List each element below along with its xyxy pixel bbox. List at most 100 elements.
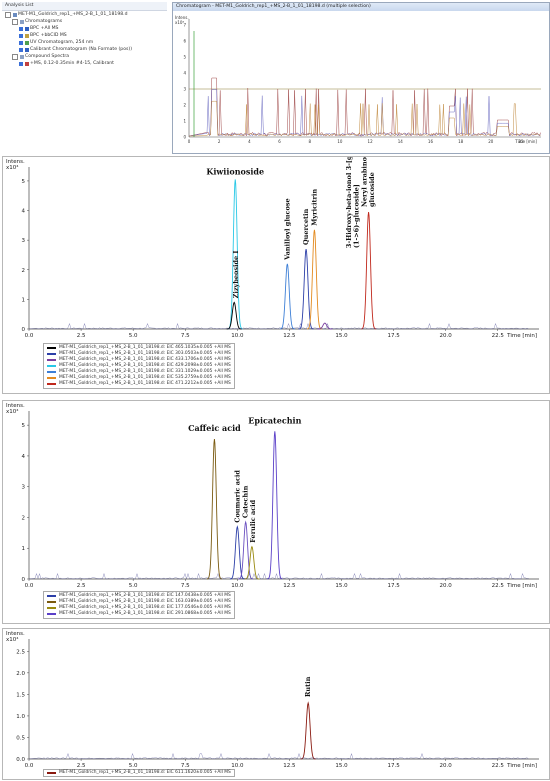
x-tick-label: 0.0 — [25, 763, 34, 769]
legend-entry: MET-M1_Goldrich_rep1_+MS_2-B_1_01_18198.… — [47, 351, 231, 357]
legend-text: MET-M1_Goldrich_rep1_+MS_2-B_1_01_18198.… — [59, 357, 231, 362]
x-tick-label: 10.0 — [231, 583, 244, 589]
legend-swatch — [47, 613, 56, 615]
expand-icon[interactable] — [12, 18, 18, 25]
peak-label: Epicatechin — [248, 415, 301, 425]
x-tick-label: 2.5 — [77, 333, 86, 339]
folder-icon — [19, 54, 24, 59]
x-tick-label: 16 — [428, 139, 434, 144]
y-axis-exponent: x10⁴ — [6, 164, 19, 171]
x-tick-label: 18 — [458, 139, 464, 144]
peak-3 — [298, 248, 314, 330]
y-axis-label: Intens. — [6, 159, 25, 165]
legend-entry: MET-M1_Goldrich_rep1_+MS_2-B_1_01_18198.… — [47, 599, 231, 605]
window-title: Chromatogram - MET-M1_Goldrich_rep1_+MS_… — [173, 3, 549, 11]
peak-label: 3-Hidroxy-beta-ionol 3-[glucosyl-(1->6)-… — [345, 157, 361, 248]
y-tick-label: 0 — [183, 134, 186, 139]
x-tick-label: 10.0 — [231, 763, 244, 769]
legend-entry: MET-M1_Goldrich_rep1_+MS_2-B_1_01_18198.… — [47, 363, 231, 369]
x-axis-label: Time [min] — [506, 763, 537, 769]
y-tick-label: 1 — [22, 297, 26, 303]
tree-item[interactable]: BPC +All MS — [2, 25, 167, 32]
analysis-list-panel: Analysis List MET-M1_Goldrich_rep1_+MS_2… — [2, 2, 167, 150]
y-axis-exponent: x10⁸ — [175, 20, 184, 25]
analysis-icon — [12, 12, 17, 17]
y-axis-exponent: x10⁴ — [6, 636, 19, 643]
legend-entry: MET-M1_Goldrich_rep1_+MS_2-B_1_01_18198.… — [47, 593, 231, 599]
x-tick-label: 12.5 — [283, 763, 296, 769]
trace-icon — [24, 26, 29, 31]
legend-swatch — [47, 359, 56, 361]
peak-label: Kiwiionoside — [206, 166, 264, 176]
x-tick-label: 7.5 — [181, 333, 190, 339]
peak-label: Rutin — [304, 676, 312, 697]
y-axis-exponent: x10⁴ — [6, 408, 19, 415]
peak-label: Coumaric acid — [233, 470, 241, 523]
x-tick-label: 8 — [308, 139, 311, 144]
checkbox-icon[interactable] — [19, 26, 23, 31]
x-tick-label: 17.5 — [387, 333, 400, 339]
y-tick-label: 5 — [22, 423, 26, 429]
x-tick-label: 17.5 — [387, 583, 400, 589]
y-tick-label: 1 — [183, 118, 186, 123]
peak-0 — [300, 701, 316, 760]
x-tick-label: 15.0 — [335, 333, 348, 339]
tree-item-label: Compound Spectra — [25, 54, 70, 59]
x-tick-label: 2 — [218, 139, 221, 144]
trace-icon — [24, 40, 29, 45]
x-tick-label: 5.0 — [129, 333, 138, 339]
tree-item[interactable]: Calibrant Chromatogram (Na Formate (pos)… — [2, 46, 167, 53]
peak-0 — [206, 438, 222, 580]
trace-icon — [24, 61, 29, 66]
x-tick-label: 14 — [398, 139, 404, 144]
y-tick-label: 2 — [22, 268, 26, 274]
legend-entry: MET-M1_Goldrich_rep1_+MS_2-B_1_01_18198.… — [47, 605, 231, 611]
peak-4 — [306, 229, 322, 330]
tree-item[interactable]: BPC +bbCID MS — [2, 32, 167, 39]
x-tick-label: 10 — [337, 139, 343, 144]
x-tick-label: 22.5 — [492, 333, 505, 339]
tree-item[interactable]: Compound Spectra — [2, 53, 167, 60]
legend-2: MET-M1_Goldrich_rep1_+MS_2-B_1_01_18198.… — [43, 591, 235, 619]
eic-panel-2: Intens. x10⁴ 0 1 2 3 4 5 0.0 2.5 5.0 7.5 10.0 12.5 15.… — [2, 400, 550, 624]
tree-item[interactable]: +MS, 0.12-0.35min #4-15, Calibrant — [2, 60, 167, 67]
x-tick-label: 17.5 — [387, 763, 400, 769]
x-tick-label: 5.0 — [129, 583, 138, 589]
y-tick-label: 7 — [183, 22, 186, 27]
peak-1 — [229, 525, 245, 580]
x-tick-label: 2.5 — [77, 583, 86, 589]
legend-entry: MET-M1_Goldrich_rep1_+MS_2-B_1_01_18198.… — [47, 345, 231, 351]
baseline-trace — [28, 322, 529, 330]
y-tick-label: 1 — [22, 546, 26, 552]
peak-label: Ferulic acid — [249, 499, 257, 542]
x-tick-label: 12.5 — [283, 333, 296, 339]
peak-3 — [244, 545, 260, 580]
tree-item[interactable]: Chromatograms — [2, 18, 167, 25]
legend-swatch — [47, 353, 56, 355]
peak-label: Zizybeoside I — [232, 251, 240, 299]
tree-item-label: BPC +All MS — [30, 26, 59, 31]
y-tick-label: 3 — [183, 86, 186, 91]
tree-item[interactable]: UV Chromatogram, 254 nm — [2, 39, 167, 46]
y-tick-label: 6 — [183, 38, 186, 43]
tree-item[interactable]: MET-M1_Goldrich_rep1_+MS_2-B_1_01_18198.… — [2, 11, 167, 18]
checkbox-icon[interactable] — [19, 47, 23, 52]
x-tick-label: 20.0 — [440, 763, 453, 769]
legend-text: MET-M1_Goldrich_rep1_+MS_2-B_1_01_18198.… — [59, 375, 231, 380]
checkbox-icon[interactable] — [19, 61, 23, 66]
eic-chart-2: Intens.x10⁴ 0 1 2 3 4 5 0.0 2.5 5.0 7.5 10.0 12.5 15.… — [6, 403, 539, 589]
y-tick-label: 2.5 — [16, 649, 25, 655]
peak-6 — [361, 211, 377, 330]
expand-icon[interactable] — [5, 11, 11, 18]
x-axis-label: Time [min] — [506, 333, 537, 339]
checkbox-icon[interactable] — [19, 40, 23, 45]
checkbox-icon[interactable] — [19, 33, 23, 38]
x-tick-label: 4 — [248, 139, 251, 144]
peak-label: Neryl arabinofuranosyl-glucoside — [361, 157, 377, 207]
x-axis-label: Time [min] — [506, 583, 537, 589]
legend-text: MET-M1_Goldrich_rep1_+MS_2-B_1_01_18198.… — [59, 611, 231, 616]
x-tick-label: 15.0 — [335, 583, 348, 589]
legend-entry: MET-M1_Goldrich_rep1_+MS_2-B_1_01_18198.… — [47, 357, 231, 363]
expand-icon[interactable] — [12, 53, 18, 60]
